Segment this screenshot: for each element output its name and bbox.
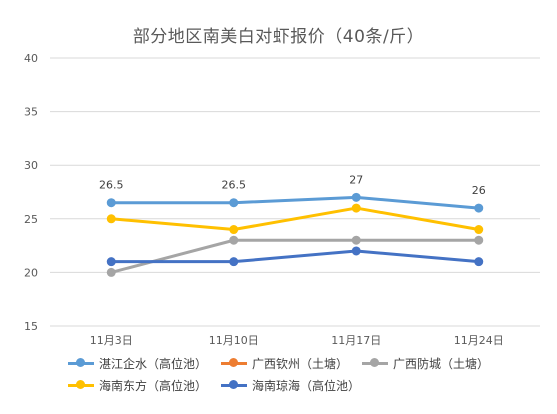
x-tick-label: 11月17日 [331,334,381,347]
data-point [106,267,116,277]
chart-title: 部分地区南美白对虾报价（40条/斤） [132,27,425,47]
data-point [351,192,361,202]
data-point [474,257,484,267]
series-line [109,249,481,264]
y-tick-label: 15 [24,320,38,333]
legend-label: 广西防城（土塘） [393,356,490,371]
data-point [229,257,239,267]
legend-row: 海南东方（高位池） 海南琼海（高位池） [68,374,538,396]
legend-label: 广西钦州（土塘） [252,356,349,371]
series-line [109,195,481,210]
data-point [229,235,239,245]
legend: 湛江企水（高位池） 广西钦州（土塘） 广西防城（土塘） 海南东方（高位池） 海南… [68,352,538,396]
data-point [106,257,116,267]
legend-row: 湛江企水（高位池） 广西钦州（土塘） 广西防城（土塘） [68,352,538,374]
series-line [109,238,481,274]
legend-item-dongfang: 海南东方（高位池） [68,377,207,394]
data-point [474,235,484,245]
legend-label: 湛江企水（高位池） [99,356,208,371]
legend-swatch [68,358,94,368]
x-tick-label: 11月24日 [454,334,504,347]
data-label: 27 [349,173,363,186]
data-label: 26.5 [99,179,124,192]
legend-item-fangcheng: 广西防城（土塘） [362,355,489,372]
legend-swatch [221,380,248,390]
y-tick-label: 20 [24,266,38,279]
y-tick-label: 35 [24,106,38,119]
data-point [351,246,361,256]
data-point [229,225,239,235]
data-label: 26 [472,184,486,197]
legend-item-qinzhou: 广西钦州（土塘） [221,355,348,372]
data-point [229,198,239,208]
data-point [106,198,116,208]
x-tick-label: 11月10日 [209,334,259,347]
data-point [474,203,484,213]
y-tick-label: 25 [24,213,38,226]
data-point [474,225,484,235]
data-point [351,235,361,245]
data-point [106,214,116,224]
legend-label: 海南东方（高位池） [99,378,208,393]
y-tick-label: 30 [24,159,38,172]
data-label: 26.5 [222,179,247,192]
legend-swatch [221,358,248,368]
legend-item-zhanjiang: 湛江企水（高位池） [68,355,207,372]
series-line [109,206,481,232]
legend-label: 海南琼海（高位池） [252,378,361,393]
legend-swatch [362,358,389,368]
legend-swatch [68,380,94,390]
data-point [351,203,361,213]
x-tick-label: 11月3日 [90,334,133,347]
legend-item-qionghai: 海南琼海（高位池） [221,377,360,394]
y-tick-label: 40 [24,52,38,65]
